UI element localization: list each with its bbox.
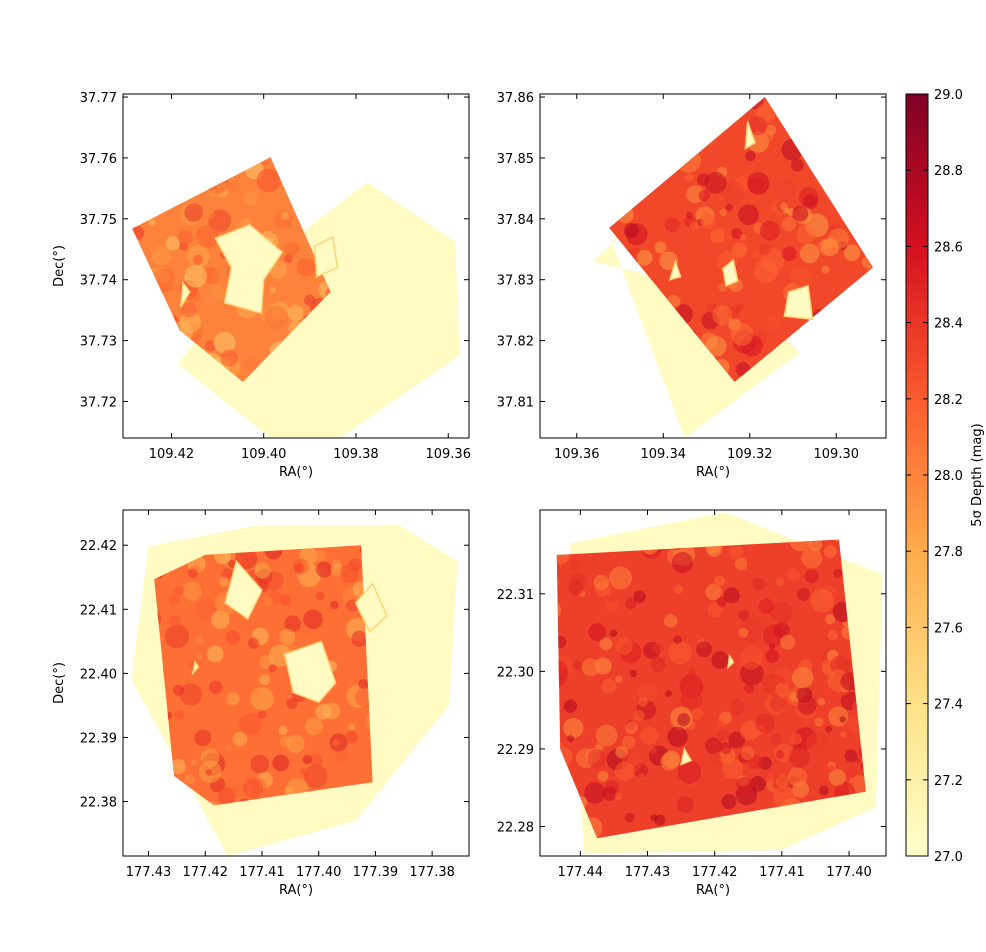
x-tick-label: 109.38 xyxy=(333,447,379,462)
x-tick-label: 109.42 xyxy=(149,447,195,462)
axes-frame xyxy=(539,509,887,857)
shallow-patch xyxy=(214,224,284,315)
x-tick-label: 177.43 xyxy=(126,865,172,880)
x-tick-label: 109.36 xyxy=(425,447,471,462)
y-tick-label: 37.81 xyxy=(497,395,534,410)
x-tick-label: 177.42 xyxy=(692,865,738,880)
shallow-patch xyxy=(313,235,339,278)
colorbar-label: 5σ Depth (mag) xyxy=(970,423,985,526)
panel-top-right: 109.36 109.34 109.32 109.30 37.81 37.82 37.83 3… xyxy=(497,91,887,480)
colorbar-tick-label: 28.4 xyxy=(934,317,963,332)
y-tick-label: 37.75 xyxy=(80,213,117,228)
x-tick-label: 109.32 xyxy=(727,447,773,462)
x-tick-label: 177.41 xyxy=(759,865,805,880)
colorbar-tick-label: 28.8 xyxy=(934,164,963,179)
plot-area xyxy=(132,157,460,438)
x-tick-label: 177.40 xyxy=(826,865,872,880)
shallow-patch xyxy=(722,258,739,287)
y-tick-label: 37.84 xyxy=(497,213,534,228)
y-tick-label: 37.77 xyxy=(80,91,117,106)
colorbar-tick-label: 27.8 xyxy=(934,545,963,560)
panel-bottom-right: 177.44 177.43 177.42 177.41 177.40 22.28 22.29… xyxy=(497,509,887,898)
x-tick-label: 177.42 xyxy=(182,865,228,880)
y-tick-label: 22.38 xyxy=(80,796,117,811)
shallow-patch xyxy=(744,121,756,151)
y-tick-label: 22.29 xyxy=(497,743,534,758)
y-axis-label: Dec(°) xyxy=(52,245,67,287)
y-tick-label: 37.76 xyxy=(80,152,117,167)
shallow-patch xyxy=(783,284,814,321)
shallow-patch xyxy=(727,653,735,670)
plot-area xyxy=(556,512,883,854)
y-tick-label: 37.73 xyxy=(80,335,117,350)
x-tick-label: 109.30 xyxy=(814,447,860,462)
panel-bottom-left: 177.43 177.42 177.41 177.40 177.39 177.38 22.3… xyxy=(52,509,470,898)
plot-area xyxy=(131,524,458,856)
colorbar-tick-label: 29.0 xyxy=(934,88,963,103)
x-axis-label: RA(°) xyxy=(279,883,313,898)
y-tick-label: 22.39 xyxy=(80,731,117,746)
shallow-patch xyxy=(283,640,337,704)
x-axis-label: RA(°) xyxy=(696,883,730,898)
shallow-patch xyxy=(354,582,388,633)
x-axis-label: RA(°) xyxy=(279,465,313,480)
panel-top-left: 109.42 109.40 109.38 109.36 37.72 37.73 37.74 3… xyxy=(52,91,471,480)
x-tick-label: 177.41 xyxy=(239,865,285,880)
colorbar-tick-label: 27.6 xyxy=(934,621,963,636)
y-tick-label: 22.30 xyxy=(497,665,534,680)
y-tick-label: 22.42 xyxy=(80,539,117,554)
x-tick-label: 177.39 xyxy=(353,865,399,880)
x-tick-label: 109.34 xyxy=(641,447,687,462)
y-tick-label: 22.40 xyxy=(80,667,117,682)
axes-frame xyxy=(122,509,470,857)
y-tick-label: 22.41 xyxy=(80,603,117,618)
shallow-patch xyxy=(224,559,263,621)
x-tick-label: 177.44 xyxy=(558,865,604,880)
y-tick-label: 37.83 xyxy=(497,274,534,289)
shallow-patch xyxy=(668,258,682,281)
axes-frame xyxy=(539,93,887,439)
colorbar-tick-label: 28.0 xyxy=(934,469,963,484)
colorbar-tick-label: 28.2 xyxy=(934,393,963,408)
x-tick-label: 177.43 xyxy=(625,865,671,880)
shallow-patch xyxy=(191,659,200,676)
colorbar-tick-label: 27.4 xyxy=(934,698,963,713)
x-tick-label: 177.38 xyxy=(409,865,455,880)
x-tick-label: 109.40 xyxy=(241,447,287,462)
y-tick-label: 37.72 xyxy=(80,395,117,410)
shallow-patch xyxy=(179,280,191,308)
x-tick-label: 177.40 xyxy=(296,865,342,880)
y-tick-label: 37.86 xyxy=(497,91,534,106)
y-axis-label: Dec(°) xyxy=(52,662,67,704)
y-tick-label: 37.82 xyxy=(497,335,534,350)
x-axis-label: RA(°) xyxy=(696,465,730,480)
colorbar: 27.0 27.2 27.4 27.6 27.8 28.0 28.2 28.4 28.6 28.8… xyxy=(905,88,985,865)
colorbar-tick-label: 28.6 xyxy=(934,240,963,255)
y-tick-label: 22.28 xyxy=(497,821,534,836)
colorbar-tick-label: 27.2 xyxy=(934,774,963,789)
y-tick-label: 37.74 xyxy=(80,274,117,289)
plot-area xyxy=(591,97,873,438)
y-tick-label: 37.85 xyxy=(497,152,534,167)
axes-frame xyxy=(122,93,470,439)
x-tick-label: 109.36 xyxy=(554,447,600,462)
y-tick-label: 22.31 xyxy=(497,588,534,603)
shallow-patch xyxy=(680,746,693,766)
colorbar-tick-label: 27.0 xyxy=(934,850,963,865)
